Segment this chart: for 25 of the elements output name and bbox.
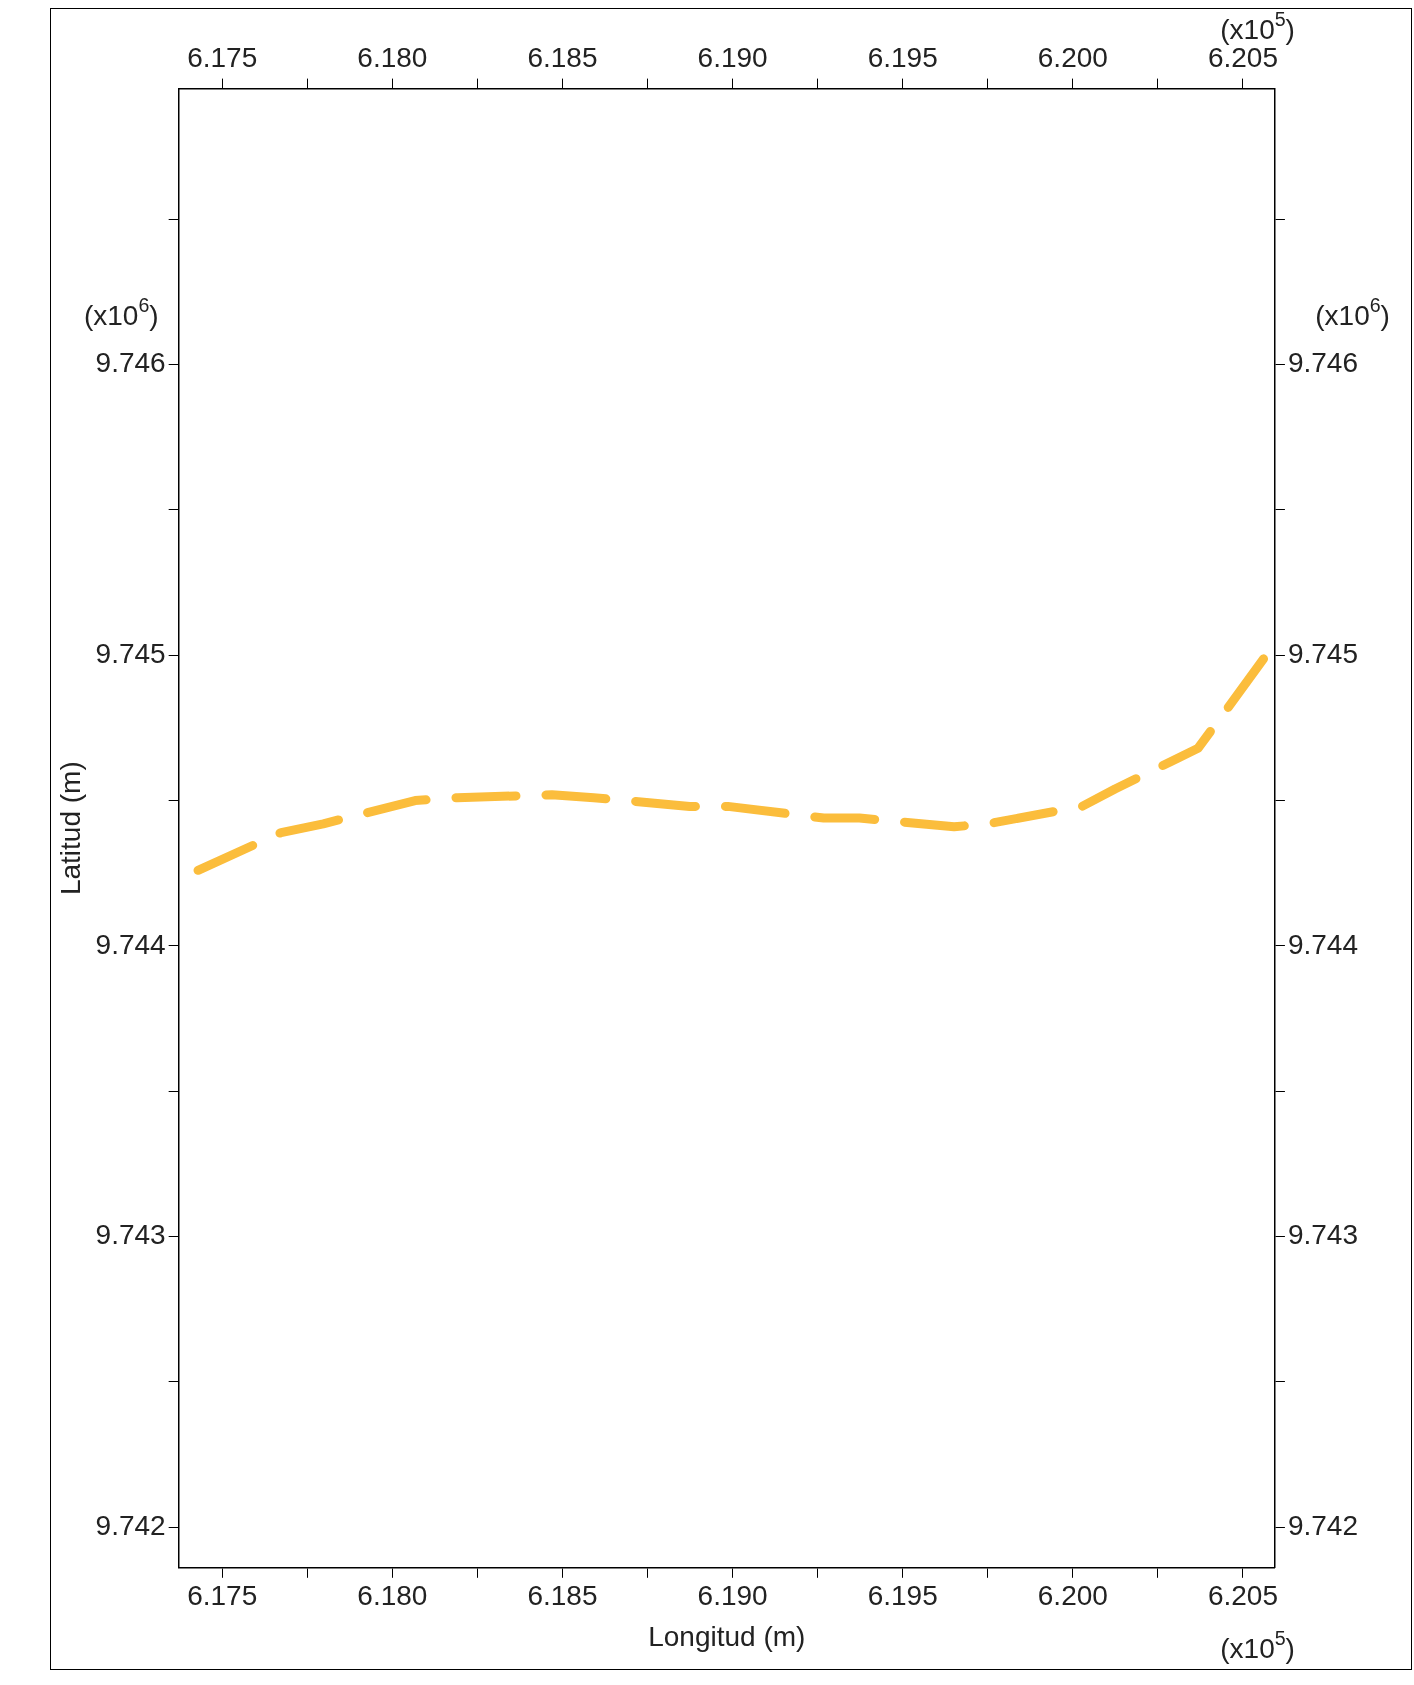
x-tick-label: 6.190 <box>697 1580 768 1612</box>
y-tick-label: 9.743 <box>95 1219 166 1251</box>
x-tick-label: 6.175 <box>187 1580 258 1612</box>
x-tick-label: 6.205 <box>1207 1580 1278 1612</box>
y-tick-label: 9.742 <box>95 1509 166 1541</box>
x2-tick-label: 6.185 <box>527 41 598 73</box>
x-tick-label: 6.200 <box>1037 1580 1108 1612</box>
y-axis-title: Latitud (m) <box>54 761 86 896</box>
y-tick-label: 9.745 <box>95 638 166 670</box>
x-tick-label: 6.185 <box>527 1580 598 1612</box>
x2-tick-label: 6.180 <box>357 41 428 73</box>
x2-tick-label: 6.200 <box>1037 41 1108 73</box>
y2-tick-label: 9.745 <box>1287 638 1359 670</box>
x2-tick-label: 6.190 <box>697 41 768 73</box>
x-tick-label: 6.195 <box>867 1580 938 1612</box>
x-axis-title: Longitud (m) <box>648 1620 806 1652</box>
y2-tick-label: 9.744 <box>1287 928 1359 960</box>
y2-tick-label: 9.746 <box>1287 347 1359 379</box>
x-tick-label: 6.180 <box>357 1580 428 1612</box>
x2-tick-label: 6.195 <box>867 41 938 73</box>
y-tick-label: 9.744 <box>95 928 166 960</box>
x2-tick-label: 6.175 <box>187 41 258 73</box>
y2-tick-label: 9.743 <box>1287 1219 1359 1251</box>
y2-tick-label: 9.742 <box>1287 1509 1359 1541</box>
y-tick-label: 9.746 <box>95 347 166 379</box>
